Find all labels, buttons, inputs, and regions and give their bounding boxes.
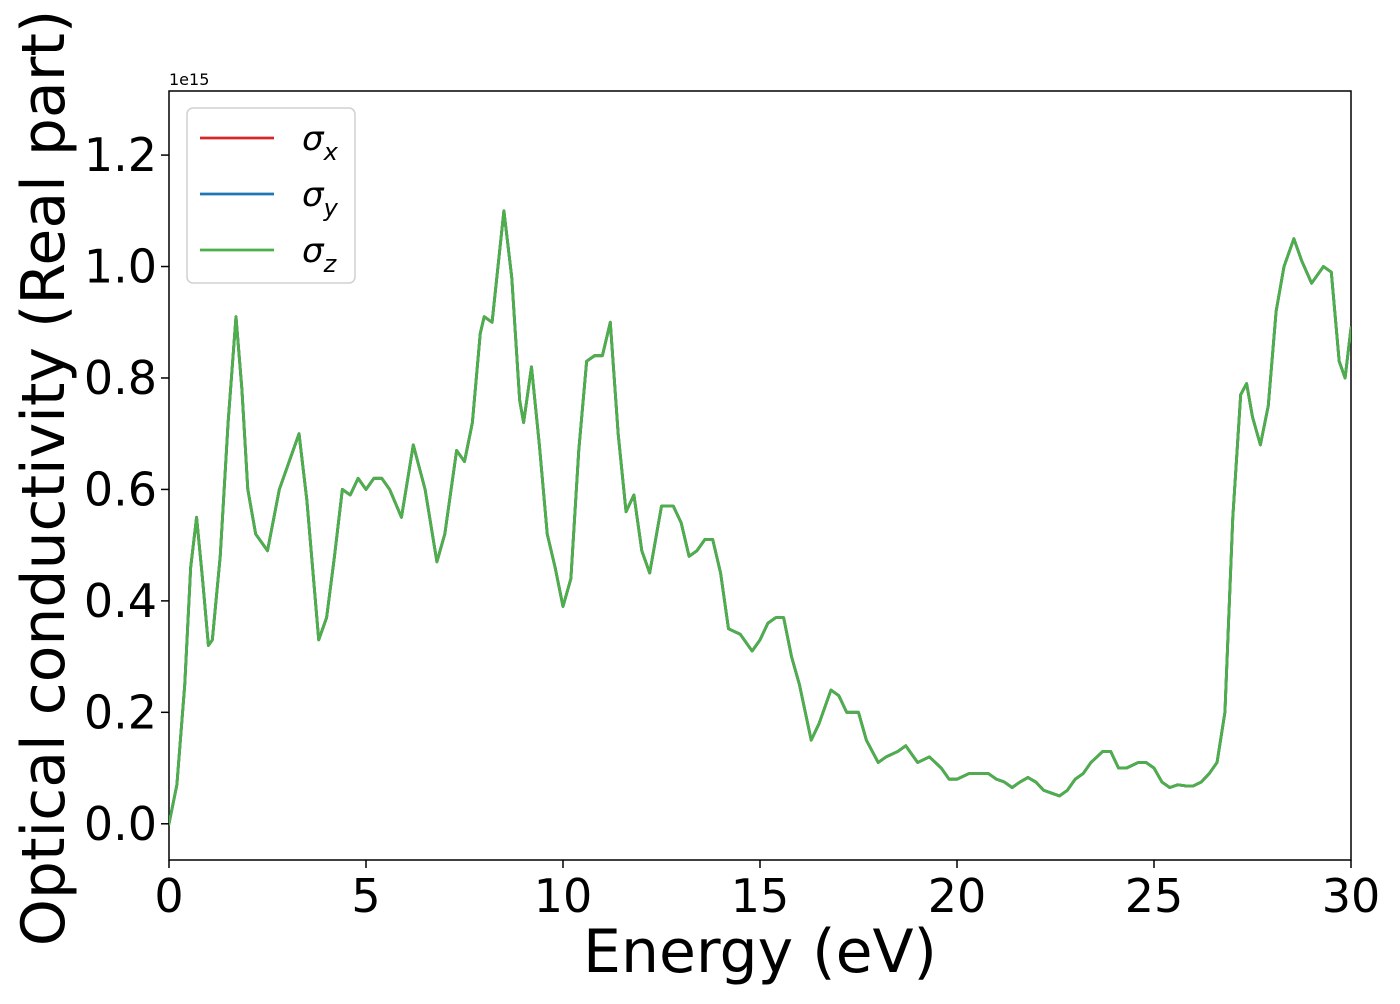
y-tick-label: 0.8 — [84, 351, 157, 405]
x-tick-label: 5 — [351, 869, 380, 923]
series-layer — [169, 209, 1351, 826]
x-tick-label: 25 — [1125, 869, 1184, 923]
legend-label-base: σ — [302, 175, 325, 215]
legend-label-base: σ — [302, 231, 325, 271]
plot-frame — [168, 90, 1352, 861]
y-tick-label: 0.2 — [84, 685, 157, 739]
x-tick-label: 15 — [731, 869, 790, 923]
legend-label-x: σx — [302, 119, 339, 166]
y-axis: 0.0 0.2 0.4 0.6 0.8 1.0 1.2 — [84, 128, 169, 851]
legend-label-base: σ — [302, 119, 325, 159]
legend-label-z: σz — [302, 231, 338, 278]
legend-frame — [186, 107, 356, 284]
x-tick-label: 20 — [928, 869, 987, 923]
legend-label-y: σy — [302, 175, 339, 222]
x-tick-label: 10 — [534, 869, 593, 923]
y-tick-label: 0.6 — [84, 462, 157, 516]
x-tick-label: 0 — [154, 869, 183, 923]
x-axis: 0 5 10 15 20 25 30 — [154, 860, 1380, 923]
y-axis-label: Optical conductivity (Real part) — [9, 10, 79, 947]
y-tick-label: 1.2 — [84, 128, 157, 182]
legend-label-subscript: z — [323, 250, 338, 278]
legend-label-subscript: x — [323, 138, 339, 166]
y-tick-label: 0.4 — [84, 574, 157, 628]
y-tick-label: 1.0 — [84, 240, 157, 294]
x-axis-label: Energy (eV) — [583, 917, 937, 987]
legend-label-subscript: y — [323, 194, 339, 222]
x-tick-label: 30 — [1322, 869, 1381, 923]
y-tick-label: 0.0 — [84, 797, 157, 851]
plot-area — [168, 90, 1352, 861]
y-axis-offset-label: 1e15 — [169, 70, 209, 89]
series-line-z — [169, 209, 1351, 826]
